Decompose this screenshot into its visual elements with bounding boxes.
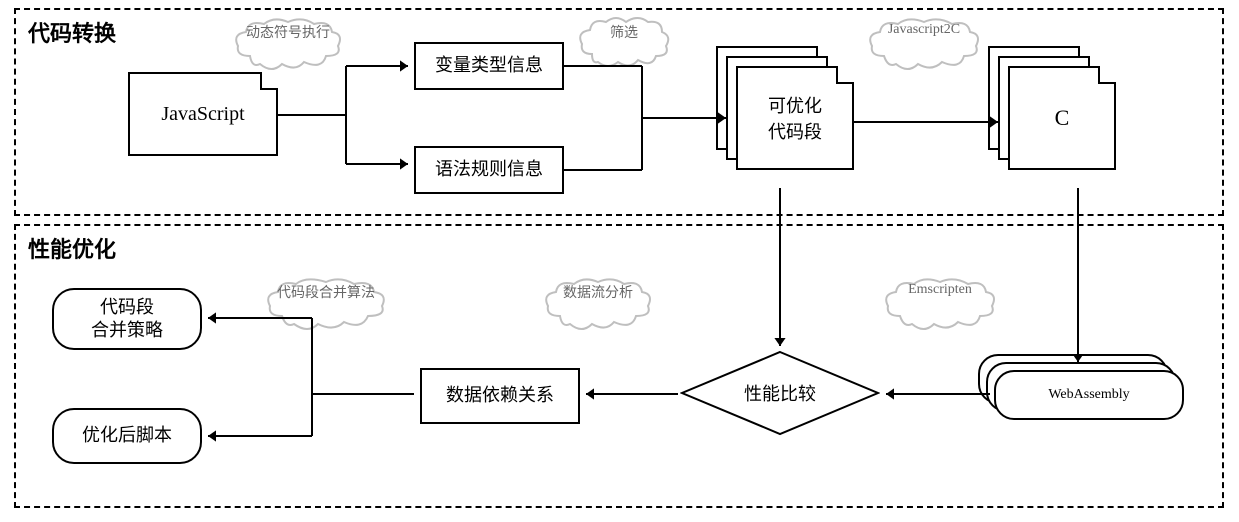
arrow-dep-fork-left — [202, 312, 420, 442]
panel-top-title: 代码转换 — [28, 16, 116, 48]
node-merge-label: 代码段 合并策略 — [91, 296, 163, 343]
node-script-label: 优化后脚本 — [82, 424, 172, 447]
doc-fold-icon — [260, 72, 278, 90]
arrow-wasm-to-diamond — [880, 384, 996, 404]
doc-stack-layer: 可优化 代码段 — [736, 66, 854, 170]
cloud-emscripten: Emscripten — [880, 276, 1000, 334]
doc-stack-layer: C — [1008, 66, 1116, 170]
arrow-code-to-c — [854, 112, 1004, 132]
cloud-dep-label: 数据流分析 — [563, 286, 633, 301]
node-var-info: 变量类型信息 — [414, 42, 564, 90]
node-js-document: JavaScript — [128, 72, 278, 156]
node-opt-code-label: 可优化 代码段 — [768, 92, 822, 144]
arrow-merge-to-code — [564, 60, 732, 170]
node-diamond-label: 性能比较 — [744, 380, 816, 406]
arrow-c-down-to-wasm — [1068, 188, 1088, 368]
node-dependency: 数据依赖关系 — [420, 368, 580, 424]
arrow-diamond-to-dep — [580, 384, 684, 404]
node-performance-diamond: 性能比较 — [680, 350, 880, 436]
cloud-merge-label: 代码段合并算法 — [277, 286, 375, 301]
node-syntax-info: 语法规则信息 — [414, 146, 564, 194]
cloud-exec-label: 动态符号执行 — [246, 26, 330, 41]
cloud-emscripten-label: Emscripten — [908, 282, 972, 297]
doc-fold-icon — [836, 66, 854, 84]
cloud-filter-label: 筛选 — [610, 26, 638, 41]
node-var-info-label: 变量类型信息 — [435, 54, 543, 77]
pill-stack-layer: WebAssembly — [994, 370, 1184, 420]
arrow-js-fork — [278, 60, 414, 170]
node-opt-code-stack: 可优化 代码段 — [716, 46, 854, 170]
node-merge-strategy: 代码段 合并策略 — [52, 288, 202, 350]
node-js-label: JavaScript — [161, 101, 244, 127]
node-c-label: C — [1055, 105, 1070, 131]
doc-fold-icon — [1098, 66, 1116, 84]
node-optimized-script: 优化后脚本 — [52, 408, 202, 464]
node-dep-label: 数据依赖关系 — [446, 384, 554, 407]
cloud-js2c-label: Javascript2C — [888, 22, 960, 37]
cloud-js2c: Javascript2C — [864, 16, 984, 74]
arrow-code-down-to-diamond — [770, 188, 790, 352]
node-syntax-info-label: 语法规则信息 — [435, 158, 543, 181]
cloud-dependency: 数据流分析 — [540, 276, 656, 334]
panel-bottom-title: 性能优化 — [28, 232, 116, 264]
node-wasm-label: WebAssembly — [1048, 387, 1129, 403]
node-c-files-stack: C — [988, 46, 1116, 170]
